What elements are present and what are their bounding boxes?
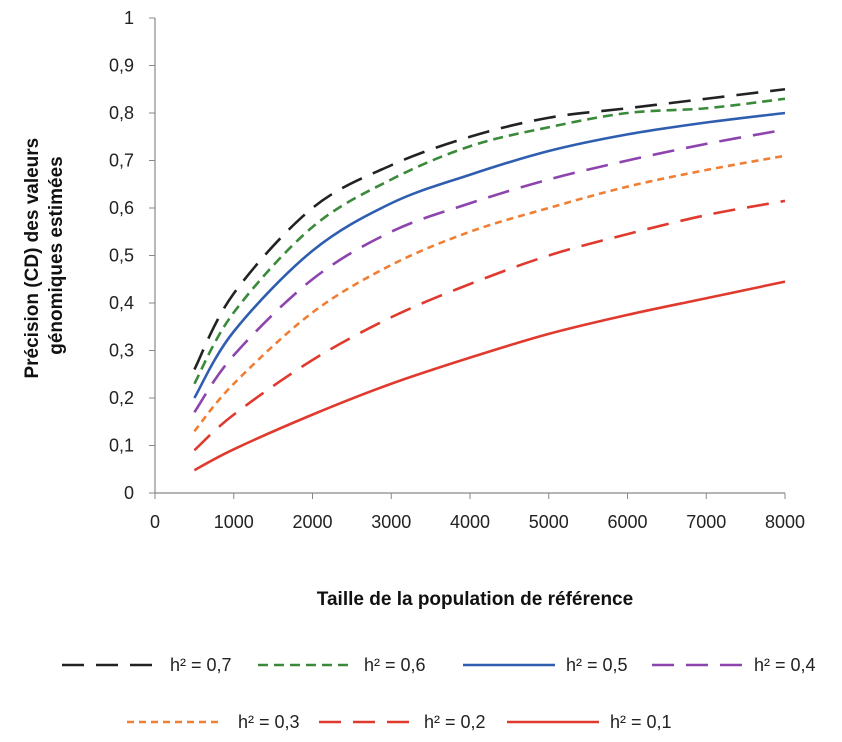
series-line-7 — [193, 280, 786, 472]
x-tick-label: 4000 — [450, 512, 490, 532]
series-line-4 — [193, 128, 786, 413]
x-axis-title: Taille de la population de référence — [317, 589, 633, 610]
y-axis-title-line-2: génomiques estimées — [46, 156, 67, 355]
series-line-6 — [193, 199, 786, 452]
y-tick-label: 0,9 — [109, 56, 134, 76]
legend-label-4: h² = 0,4 — [754, 655, 816, 675]
x-tick-label: 7000 — [686, 512, 726, 532]
y-tick-label: 0,3 — [109, 341, 134, 361]
y-tick-label: 0,8 — [109, 103, 134, 123]
x-tick-label: 0 — [150, 512, 160, 532]
legend-label-7: h² = 0,1 — [610, 712, 672, 732]
y-tick-label: 0,7 — [109, 151, 134, 171]
legend-label-2: h² = 0,6 — [364, 655, 426, 675]
y-tick-label: 0 — [124, 483, 134, 503]
y-axis-title: Précision (CD) des valeurs génomiques es… — [22, 132, 67, 378]
series-line-2 — [193, 97, 786, 385]
x-tick-label: 8000 — [765, 512, 805, 532]
y-tick-label: 0,2 — [109, 388, 134, 408]
y-tick-label: 1 — [124, 8, 134, 28]
series-line-3 — [193, 111, 786, 399]
series-layer — [193, 87, 786, 472]
x-tick-label: 3000 — [371, 512, 411, 532]
legend: h² = 0,7 h² = 0,6 h² = 0,5 h² = 0,4 h² = 0,3… — [62, 655, 816, 732]
y-tick-label: 0,6 — [109, 198, 134, 218]
series-line-5 — [193, 154, 786, 433]
legend-label-1: h² = 0,7 — [170, 655, 232, 675]
series-line-1 — [193, 87, 786, 371]
axes: 0 1000 2000 3000 4000 5000 6000 7000 8000 0 0,1 0,2… — [109, 8, 805, 532]
x-tick-label: 1000 — [214, 512, 254, 532]
y-tick-label: 0,5 — [109, 246, 134, 266]
y-axis-title-line-1: Précision (CD) des valeurs — [22, 138, 43, 379]
legend-label-6: h² = 0,2 — [424, 712, 486, 732]
legend-label-5: h² = 0,3 — [238, 712, 300, 732]
y-tick-label: 0,4 — [109, 293, 134, 313]
x-tick-label: 2000 — [292, 512, 332, 532]
x-tick-label: 5000 — [529, 512, 569, 532]
x-tick-label: 6000 — [607, 512, 647, 532]
y-tick-label: 0,1 — [109, 436, 134, 456]
legend-label-3: h² = 0,5 — [566, 655, 628, 675]
